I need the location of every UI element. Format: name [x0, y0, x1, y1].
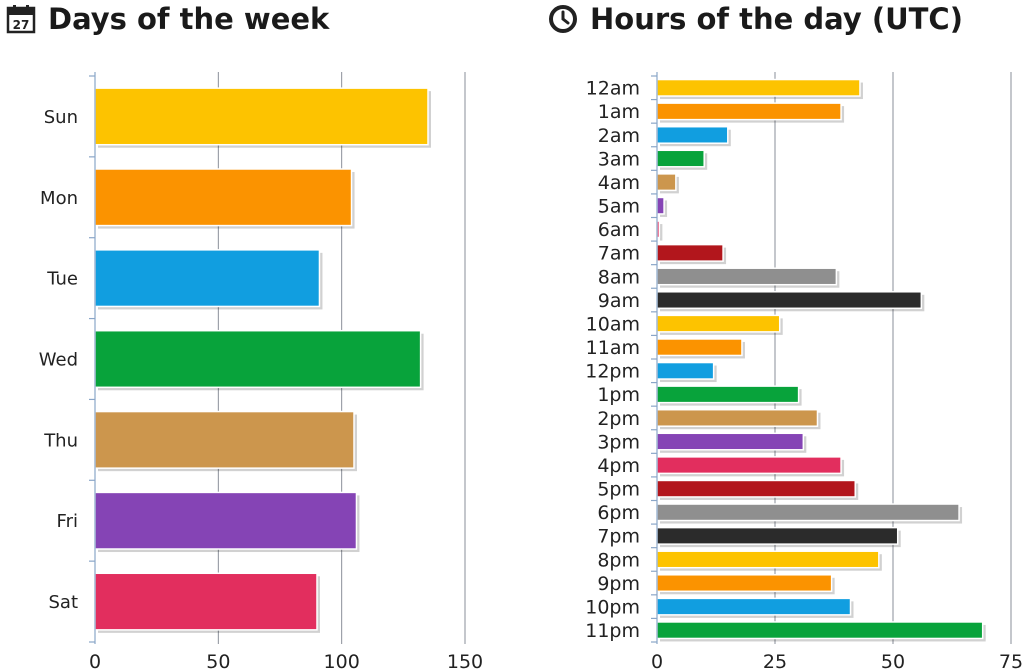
hours-category-label: 3am	[598, 148, 640, 170]
hours-category-label: 8pm	[597, 549, 640, 571]
hours-bar	[656, 432, 805, 451]
hours-category-label: 6pm	[597, 502, 640, 524]
hours-bar	[656, 196, 665, 215]
days-bar	[94, 491, 358, 550]
hours-category-label: 7am	[598, 243, 640, 265]
calendar-icon: 27	[6, 5, 36, 34]
hours-panel-title: Hours of the day (UTC)	[548, 0, 963, 38]
days-category-label: Sat	[48, 592, 78, 613]
days-bar	[94, 410, 355, 469]
hours-bar	[656, 574, 833, 593]
days-category-label: Mon	[40, 188, 78, 209]
days-x-tick-label: 150	[447, 651, 483, 672]
hours-category-label: 2am	[598, 125, 640, 147]
hours-category-label: 2pm	[597, 408, 640, 430]
hours-category-label: 12pm	[585, 361, 640, 383]
days-bar	[94, 168, 353, 227]
hours-category-label: 1am	[598, 101, 640, 123]
hours-bar	[656, 78, 861, 97]
hours-category-label: 9pm	[597, 573, 640, 595]
hours-bar	[656, 243, 724, 262]
hours-bar	[656, 361, 715, 380]
hours-bar	[656, 338, 743, 357]
hours-category-label: 10am	[586, 313, 640, 335]
hours-category-label: 9am	[598, 290, 640, 312]
days-category-label: Fri	[57, 511, 78, 532]
hours-bar	[656, 385, 800, 404]
hours-category-label: 12am	[586, 78, 640, 100]
hours-bar	[656, 267, 838, 286]
hours-bar	[656, 597, 852, 616]
days-x-tick-label: 50	[206, 651, 230, 672]
hours-category-label: 3pm	[597, 431, 640, 453]
hours-bar	[656, 291, 923, 310]
days-bar	[94, 87, 429, 146]
hours-bar	[656, 456, 842, 475]
hours-bar	[656, 479, 856, 498]
hours-bar	[656, 102, 842, 121]
hours-x-tick-label: 25	[763, 651, 787, 672]
days-x-tick-label: 100	[324, 651, 360, 672]
hours-category-label: 5pm	[597, 479, 640, 501]
hours-category-label: 4am	[598, 172, 640, 194]
hours-category-label: 8am	[598, 266, 640, 288]
hours-bar-shadow	[660, 224, 663, 241]
days-category-label: Tue	[46, 269, 78, 290]
hours-category-label: 4pm	[597, 455, 640, 477]
calendar-icon-number: 27	[13, 18, 30, 32]
hours-bar	[656, 125, 729, 144]
days-category-label: Wed	[39, 349, 78, 370]
hours-category-label: 11pm	[585, 620, 640, 642]
clock-icon	[549, 5, 577, 33]
hours-category-label: 11am	[586, 337, 640, 359]
days-panel-title: 27 Days of the week	[6, 0, 329, 38]
hours-bar	[656, 173, 677, 192]
hours-bar	[656, 526, 899, 545]
days-category-label: Sun	[44, 107, 78, 128]
days-chart-title: Days of the week	[48, 2, 330, 36]
hours-category-label: 6am	[598, 219, 640, 241]
hours-bar	[656, 621, 984, 640]
days-bar	[94, 249, 321, 308]
days-bar	[94, 329, 422, 389]
hours-x-tick-label: 0	[651, 651, 663, 672]
hours-bar	[656, 408, 819, 427]
hours-category-label: 7pm	[597, 526, 640, 548]
days-bar	[94, 572, 318, 631]
hours-x-tick-label: 50	[881, 651, 905, 672]
hours-x-tick-label: 75	[999, 651, 1023, 672]
hours-chart-title: Hours of the day (UTC)	[590, 2, 963, 36]
hours-category-label: 1pm	[597, 384, 640, 406]
hours-bar	[656, 550, 880, 569]
hours-category-label: 5am	[598, 196, 640, 218]
hours-bar	[656, 314, 781, 333]
days-category-label: Thu	[43, 430, 78, 451]
hours-bar	[656, 149, 705, 168]
hours-bar	[656, 503, 960, 522]
hours-category-label: 10pm	[585, 596, 640, 618]
days-x-tick-label: 0	[89, 651, 101, 672]
